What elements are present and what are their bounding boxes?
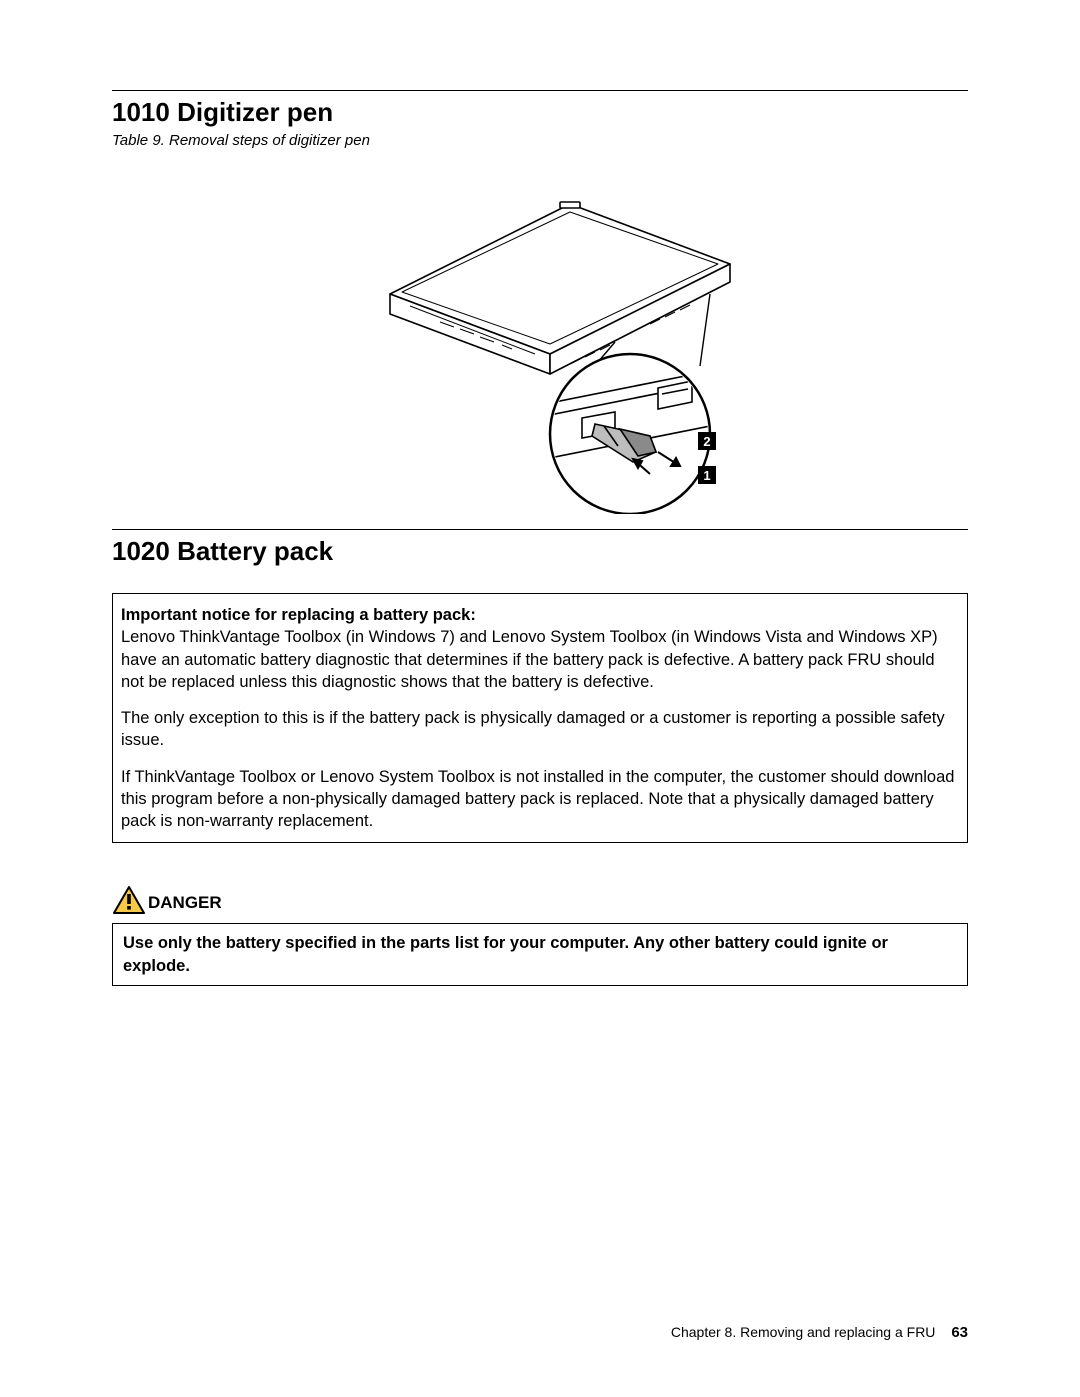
callout-2: 2: [698, 432, 716, 450]
digitizer-pen-figure: 2 1: [112, 159, 968, 529]
section-rule: [112, 529, 968, 530]
section-rule: [112, 90, 968, 91]
laptop-illustration: 2 1: [320, 174, 760, 514]
danger-text: Use only the battery specified in the pa…: [123, 934, 888, 974]
danger-label: DANGER: [148, 893, 222, 915]
footer-page-number: 63: [951, 1324, 968, 1341]
section-1020-title: 1020 Battery pack: [112, 536, 968, 567]
document-page: 1010 Digitizer pen Table 9. Removal step…: [0, 0, 1080, 1397]
footer-chapter: Chapter 8. Removing and replacing a FRU: [671, 1324, 936, 1340]
notice-paragraph-3: If ThinkVantage Toolbox or Lenovo System…: [121, 766, 959, 833]
danger-block: DANGER Use only the battery specified in…: [112, 885, 968, 986]
danger-icon: [112, 885, 146, 915]
notice-heading: Important notice for replacing a battery…: [121, 606, 476, 624]
notice-paragraph-2: The only exception to this is if the bat…: [121, 707, 959, 752]
danger-text-box: Use only the battery specified in the pa…: [112, 923, 968, 986]
svg-text:1: 1: [703, 468, 710, 483]
section-1010-title: 1010 Digitizer pen: [112, 97, 968, 128]
table-caption: Table 9. Removal steps of digitizer pen: [112, 132, 968, 149]
notice-paragraph-1: Lenovo ThinkVantage Toolbox (in Windows …: [121, 628, 938, 691]
important-notice-box: Important notice for replacing a battery…: [112, 593, 968, 843]
page-footer: Chapter 8. Removing and replacing a FRU …: [671, 1324, 968, 1341]
callout-1: 1: [698, 466, 716, 484]
svg-text:2: 2: [703, 434, 710, 449]
